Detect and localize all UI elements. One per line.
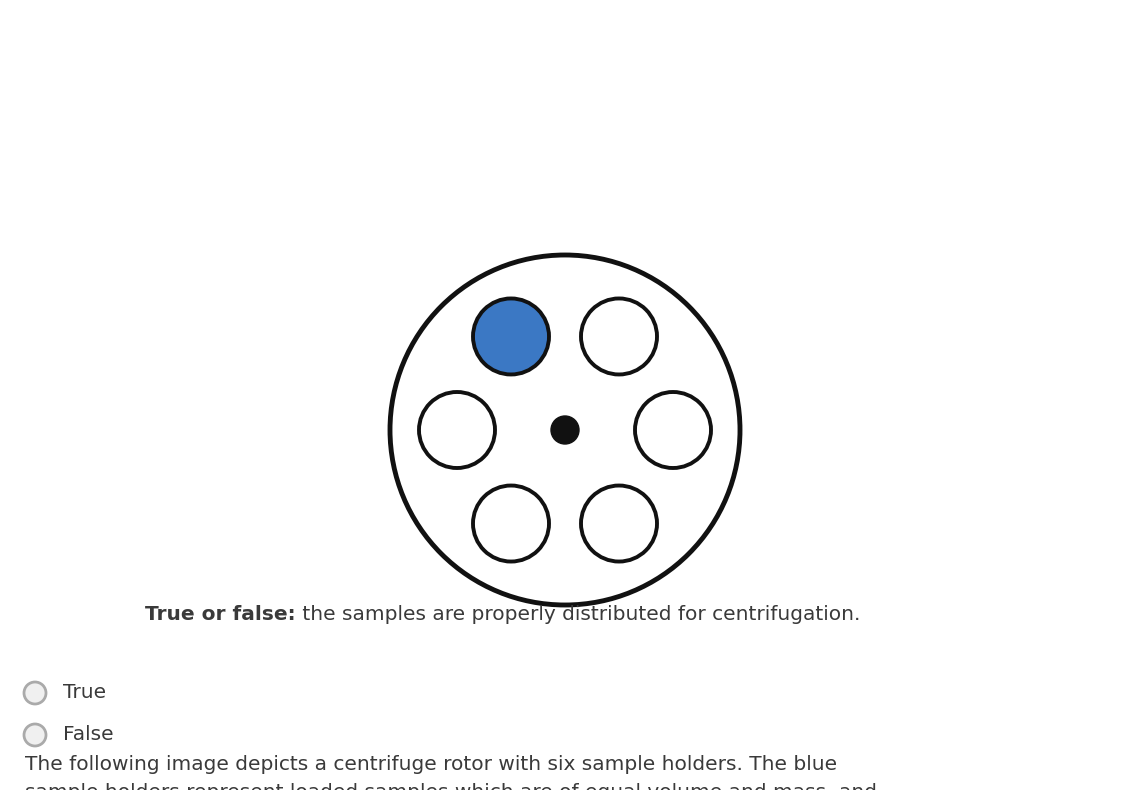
Circle shape [24,724,46,746]
Circle shape [24,682,46,704]
Text: True: True [63,683,106,702]
Circle shape [551,416,579,444]
Text: True or false:: True or false: [145,605,296,625]
Circle shape [473,299,549,374]
Text: the samples are properly distributed for centrifugation.: the samples are properly distributed for… [296,605,860,625]
Text: The following image depicts a centrifuge rotor with six sample holders. The blue: The following image depicts a centrifuge… [25,755,877,790]
Text: False: False [63,725,114,744]
